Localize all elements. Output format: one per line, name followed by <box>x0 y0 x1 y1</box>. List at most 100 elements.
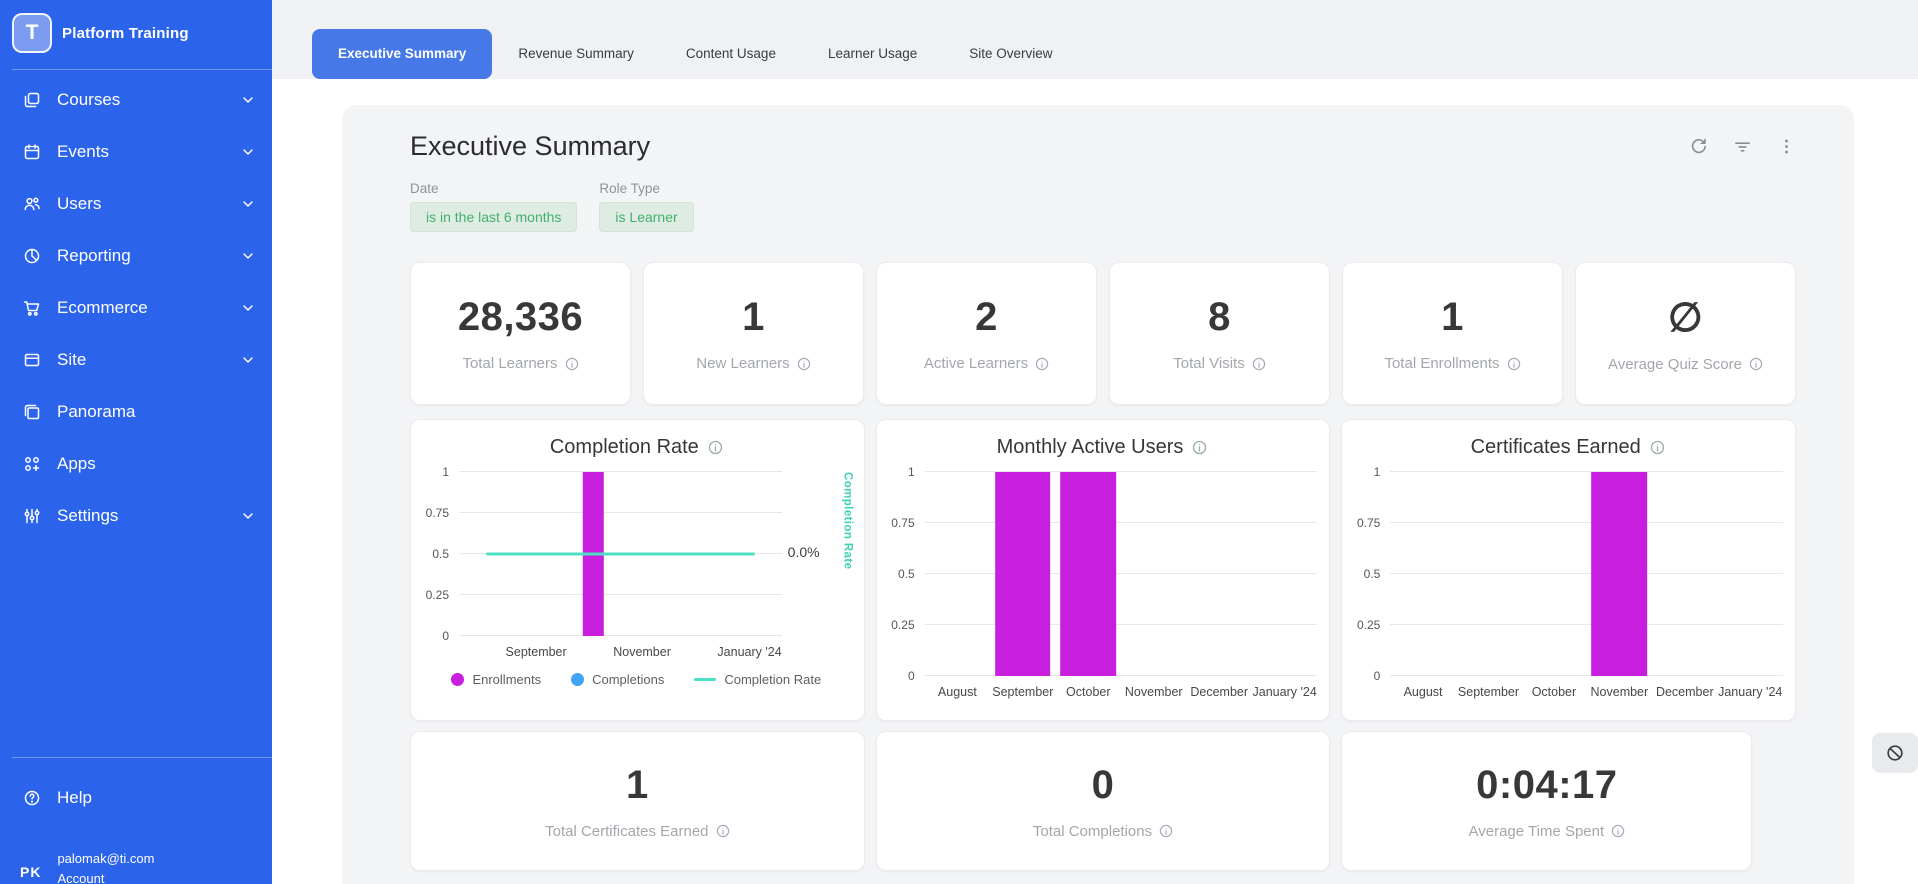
x-tick-label <box>459 645 506 659</box>
tab-learner-usage[interactable]: Learner Usage <box>827 46 918 61</box>
x-tick-label: November <box>613 645 671 659</box>
kpi-card-new-learners: 1 New Learners <box>643 262 864 405</box>
user-email: palomak@ti.com <box>57 851 155 866</box>
sidebar-item-users[interactable]: Users <box>0 178 272 230</box>
x-tick-label: November <box>1124 685 1183 699</box>
kpi-label: New Learners <box>696 355 790 372</box>
info-icon[interactable] <box>1035 357 1049 371</box>
kebab-menu-icon <box>1784 139 1788 153</box>
bar-monthly-active-users[interactable] <box>995 472 1051 676</box>
info-icon[interactable] <box>797 357 811 371</box>
tab-revenue-summary[interactable]: Revenue Summary <box>518 46 634 61</box>
legend-item-enrollments[interactable]: Enrollments <box>451 672 541 687</box>
chart-completion-rate: Completion Rate 1 0.75 0.5 0.25 0 September N… <box>410 419 865 721</box>
kpi-value: 1 <box>1441 295 1464 339</box>
filter-icon <box>1734 141 1750 152</box>
chevron-down-icon <box>243 201 253 207</box>
chevron-down-icon <box>243 149 253 155</box>
ecommerce-icon <box>23 301 40 316</box>
info-icon[interactable] <box>716 824 730 838</box>
chart-certificates-earned: Certificates Earned 1 0.75 0.5 0.25 0 August… <box>1341 419 1796 721</box>
sidebar-item-panorama[interactable]: Panorama <box>0 386 272 438</box>
legend-dot-swatch <box>571 673 585 686</box>
info-icon[interactable] <box>1749 357 1763 371</box>
brand: T Platform Training <box>0 0 272 53</box>
account-menu[interactable]: PK palomak@ti.com Account <box>0 850 272 884</box>
sidebar-item-settings[interactable]: Settings <box>0 490 272 542</box>
sidebar-item-label: Ecommerce <box>57 298 148 317</box>
filter-bar: Date is in the last 6 months Role Type i… <box>410 181 1796 232</box>
tab-content-usage[interactable]: Content Usage <box>685 46 776 61</box>
legend-label: Completion Rate <box>724 672 822 687</box>
date-filter-chip[interactable]: is in the last 6 months <box>410 202 578 232</box>
x-axis: August September October November December Ja… <box>1390 685 1783 699</box>
sidebar-item-apps[interactable]: Apps <box>0 438 272 490</box>
blocked-widget-button[interactable] <box>1872 733 1918 773</box>
y-tick-label: 1 <box>1373 465 1381 479</box>
sidebar-item-site[interactable]: Site <box>0 334 272 386</box>
x-tick-label: September <box>1457 685 1520 699</box>
events-icon <box>24 144 40 160</box>
sidebar-item-reporting[interactable]: Reporting <box>0 230 272 282</box>
y-tick-label: 1 <box>442 465 449 479</box>
chevron-down-icon <box>243 357 253 363</box>
sidebar-item-help[interactable]: Help <box>0 772 272 824</box>
tab-executive-summary[interactable]: Executive Summary <box>312 29 493 79</box>
kpi-label: Active Learners <box>923 355 1029 372</box>
kpi-row: 28,336 Total Learners 1 New Learners 2 A… <box>410 262 1796 405</box>
x-tick-label: December <box>1655 685 1714 699</box>
legend-dot-swatch <box>451 673 465 686</box>
info-icon[interactable] <box>1252 357 1266 371</box>
x-tick-label: January '24 <box>717 645 782 659</box>
x-tick-label: August <box>937 685 977 699</box>
refresh-button[interactable] <box>1688 136 1708 156</box>
x-tick-label <box>567 645 614 659</box>
role-type-filter-chip[interactable]: is Learner <box>599 202 694 232</box>
sidebar-item-ecommerce[interactable]: Ecommerce <box>0 282 272 334</box>
info-icon[interactable] <box>565 357 579 371</box>
dashboard-panel: Executive Summary Date is in the last 6 … <box>342 105 1854 884</box>
avatar: PK <box>20 864 42 880</box>
legend-label: Completions <box>592 672 665 687</box>
sidebar-item-label: Reporting <box>57 246 131 265</box>
y-axis: 1 0.75 0.5 0.25 0 <box>421 465 459 643</box>
y-tick-label: 0.5 <box>432 547 449 561</box>
sidebar-item-events[interactable]: Events <box>0 126 272 178</box>
tab-site-overview[interactable]: Site Overview <box>969 46 1053 61</box>
chart-legend: Enrollments Completions Completion Rate <box>421 672 852 687</box>
info-icon[interactable] <box>1611 824 1625 838</box>
kpi-value: 1 <box>742 295 765 339</box>
plot-area <box>459 471 782 636</box>
chart-title: Certificates Earned <box>1470 436 1641 458</box>
bar-monthly-active-users[interactable] <box>1060 472 1117 676</box>
gridline <box>924 522 1318 523</box>
gridline <box>1390 624 1783 625</box>
info-icon[interactable] <box>708 440 723 455</box>
account-label: Account <box>57 871 105 884</box>
kpi-label: Average Quiz Score <box>1608 355 1742 373</box>
filter-button[interactable] <box>1732 136 1752 156</box>
gridline <box>459 594 782 595</box>
sidebar-item-courses[interactable]: Courses <box>0 74 272 126</box>
x-tick-label: August <box>1403 685 1443 699</box>
sidebar: T Platform Training Courses Events Users… <box>0 0 272 884</box>
settings-icon <box>24 508 40 524</box>
plot-area <box>1390 471 1783 676</box>
legend-item-completions[interactable]: Completions <box>571 672 664 687</box>
legend-item-completion-rate[interactable]: Completion Rate <box>694 672 821 687</box>
info-icon[interactable] <box>1650 440 1665 455</box>
more-options-button[interactable] <box>1776 136 1796 156</box>
x-tick-label: September <box>505 645 567 659</box>
gridline <box>459 471 782 472</box>
info-icon[interactable] <box>1192 440 1207 455</box>
gridline <box>924 624 1318 625</box>
info-icon[interactable] <box>1507 357 1521 371</box>
refresh-icon <box>1691 138 1706 153</box>
kpi-card-total-enrollments: 1 Total Enrollments <box>1342 262 1563 405</box>
y-tick-label: 0.25 <box>1356 618 1381 632</box>
info-icon[interactable] <box>1159 824 1173 838</box>
bar-certificates-earned[interactable] <box>1591 472 1648 676</box>
reporting-icon <box>24 248 40 264</box>
gridline <box>924 471 1318 472</box>
y-tick-label: 0.25 <box>891 618 915 632</box>
